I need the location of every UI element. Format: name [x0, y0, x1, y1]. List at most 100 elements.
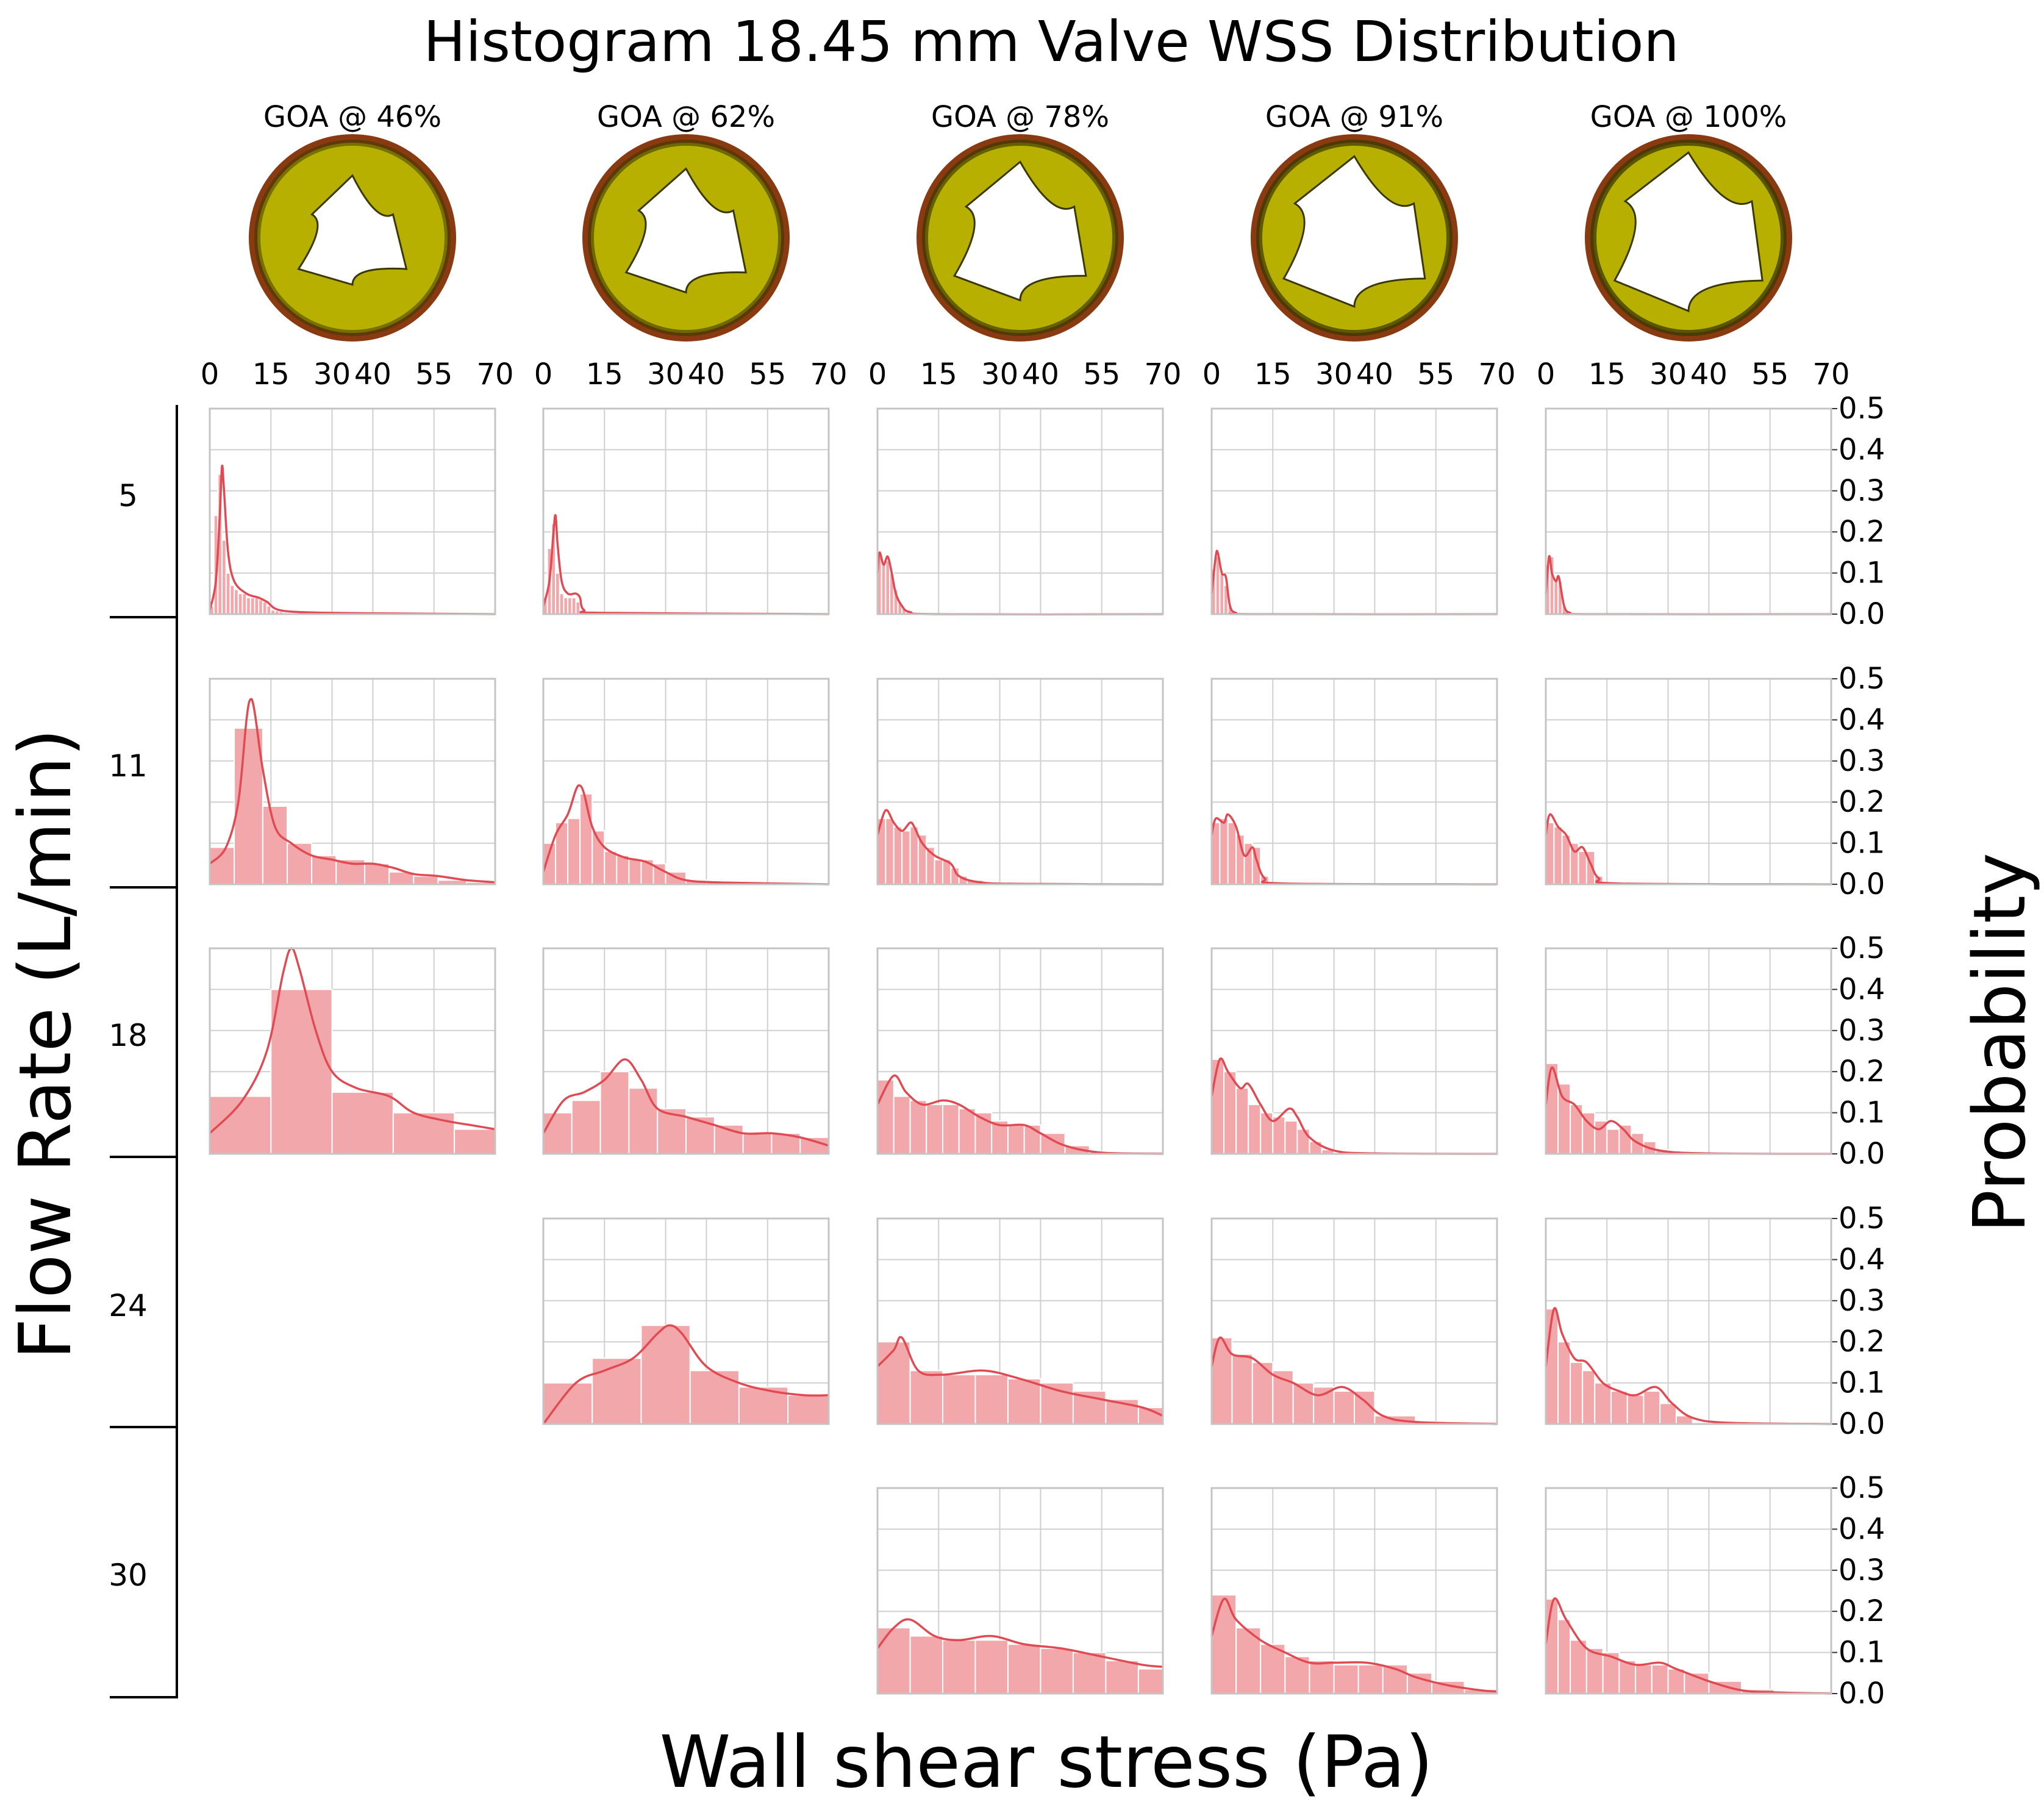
histogram-bar: [909, 1370, 943, 1425]
panel-frame: [876, 407, 1164, 615]
y-tick-label: 0.3: [1839, 474, 1885, 508]
histogram-bar: [1643, 1390, 1661, 1425]
histogram-bar: [974, 1639, 1009, 1694]
y-axis-label-probability: Probability: [1957, 853, 2042, 1233]
histogram-bar: [1007, 1124, 1025, 1154]
y-tick-label: 0.4: [1839, 432, 1885, 467]
kde-line: [1210, 549, 1498, 615]
histogram-bar: [1333, 1390, 1356, 1425]
histogram-bar: [237, 593, 243, 615]
panel-frame: [209, 947, 496, 1155]
histogram-bar: [885, 818, 895, 886]
kde-line: [876, 1618, 1163, 1668]
histogram-bar: [241, 593, 248, 615]
valve-orifice: [624, 167, 748, 294]
valve-leaflet-shadow: [588, 140, 784, 336]
histogram-bar: [1582, 1370, 1596, 1425]
histogram-panel: [1545, 1217, 1832, 1425]
x-tick-label: 0: [201, 357, 220, 392]
y-tick-label: 0.2: [1839, 1325, 1885, 1359]
column-label: GOA @ 46%: [263, 100, 441, 134]
row-label-5: 5: [118, 478, 138, 513]
histogram-bar: [1553, 581, 1559, 615]
histogram-bar: [229, 584, 235, 615]
kde-line: [1545, 1307, 1832, 1425]
flow-rate-axis: 5 11 18 24 30: [109, 405, 178, 1698]
kde-line: [542, 784, 829, 886]
kde-line: [209, 947, 496, 1134]
y-tick-label: 0.5: [1839, 1471, 1885, 1505]
histogram-bar: [1223, 1071, 1237, 1154]
valve-image: GOA @ 100%: [1585, 100, 1792, 342]
column-label: GOA @ 78%: [931, 100, 1109, 134]
panel-frame: [542, 1217, 830, 1425]
valve-image: GOA @ 78%: [917, 100, 1124, 342]
histogram-bar: [787, 1394, 829, 1425]
y-tick-label: 0.3: [1839, 744, 1885, 778]
histogram-bar: [543, 1382, 593, 1425]
panel-frame: [1545, 947, 1832, 1155]
x-tick-label: 40: [1022, 357, 1059, 392]
histogram-bar: [885, 560, 891, 615]
panel-frame: [1545, 1217, 1832, 1425]
histogram-bar: [1309, 1660, 1335, 1695]
x-tick-label: 55: [415, 357, 452, 392]
valve-images: GOA @ 46% GOA @ 62% GOA @ 78% GOA @ 91% GOA …: [249, 100, 1792, 342]
kde-line: [542, 1324, 829, 1425]
histogram-panel: [209, 947, 496, 1155]
histogram-bar: [1272, 1116, 1286, 1154]
y-tick-label: 0.0: [1839, 597, 1885, 631]
histogram-bar: [628, 1087, 659, 1155]
histogram-bar: [942, 1639, 976, 1694]
histogram-bar: [1570, 1361, 1584, 1425]
histogram-bar: [246, 597, 251, 615]
histogram-bar: [909, 1100, 927, 1155]
histogram-bar: [1545, 1598, 1559, 1694]
histogram-bar: [1659, 1403, 1677, 1425]
histogram-bar: [1284, 1120, 1298, 1154]
x-tick-label: 55: [1417, 357, 1454, 392]
y-tick-label: 0.4: [1839, 972, 1885, 1006]
kde-line: [876, 1336, 1163, 1417]
histogram-bar: [893, 1095, 911, 1155]
histogram-bar: [901, 830, 911, 886]
y-tick-label: 0.0: [1839, 1407, 1885, 1441]
y-tick-label: 0.0: [1839, 1137, 1885, 1171]
histogram-bar: [616, 854, 630, 885]
histogram-bar: [1296, 1128, 1310, 1155]
histogram-panel: [1545, 1487, 1832, 1695]
panel-frame: [876, 947, 1164, 1155]
histogram-bar: [1594, 1382, 1612, 1425]
histogram-bar: [1610, 1390, 1628, 1425]
row-label-11: 11: [109, 748, 148, 784]
histogram-bar: [799, 1137, 829, 1155]
x-tick-label: 15: [252, 357, 290, 392]
panel-frame: [1210, 678, 1498, 886]
x-tick-label: 70: [810, 357, 847, 392]
histogram-panel: [876, 1487, 1164, 1695]
x-tick-label: 0: [1537, 357, 1556, 392]
kde-line: [209, 464, 496, 615]
histogram-bar: [742, 1133, 773, 1155]
histogram-bar: [1211, 1594, 1237, 1694]
x-tick-label: 30: [313, 357, 351, 392]
histogram-panel: [876, 678, 1164, 886]
histogram-bar: [628, 859, 642, 886]
panel-frame: [876, 678, 1164, 886]
histogram-bar: [234, 727, 263, 885]
y-tick-label: 0.1: [1839, 1636, 1885, 1670]
histogram-bar: [640, 1325, 691, 1425]
kde-line: [876, 551, 1163, 616]
histogram-bar: [331, 1091, 394, 1155]
histogram-bar: [567, 818, 581, 886]
x-tick-label: 30: [1315, 357, 1353, 392]
histogram-bar: [881, 564, 887, 615]
histogram-panel: [876, 1217, 1164, 1425]
histogram-bar: [1260, 1112, 1274, 1154]
x-tick-label: 40: [1690, 357, 1728, 392]
histogram-bar: [1219, 818, 1229, 886]
histogram-bar: [413, 875, 439, 886]
column-label: GOA @ 91%: [1265, 100, 1443, 134]
y-tick-label: 0.1: [1839, 826, 1885, 861]
histogram-bar: [1007, 1378, 1042, 1425]
